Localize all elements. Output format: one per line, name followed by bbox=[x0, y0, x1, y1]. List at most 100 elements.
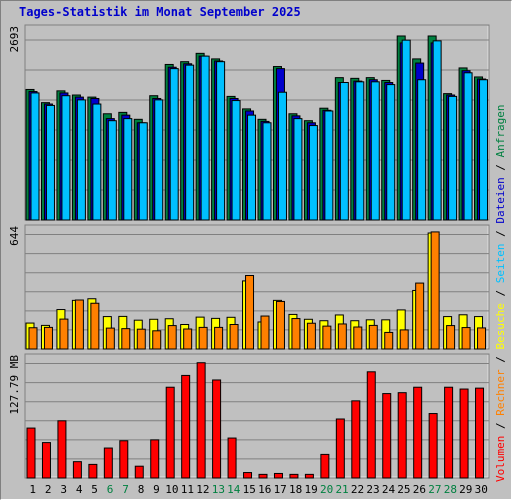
bar-rechner-day-undefined bbox=[291, 318, 301, 350]
x-tick-day-28: 28 bbox=[444, 483, 457, 496]
x-tick-day-9: 9 bbox=[153, 483, 160, 496]
x-tick-day-7: 7 bbox=[122, 483, 129, 496]
y-axis-max-label: 644 bbox=[8, 226, 21, 246]
bar-rechner-day-undefined bbox=[337, 323, 347, 350]
bar-rechner-day-undefined bbox=[399, 329, 409, 350]
x-tick-day-29: 29 bbox=[459, 483, 472, 496]
bar-rechner-day-undefined bbox=[229, 324, 239, 350]
x-tick-day-22: 22 bbox=[351, 483, 364, 496]
bar-seiten-day-10 bbox=[169, 68, 179, 221]
bar-seiten-day-30 bbox=[479, 79, 489, 221]
bar-rechner-day-undefined bbox=[28, 327, 38, 350]
bar-rechner-day-undefined bbox=[167, 325, 177, 350]
bar-seiten-day-14 bbox=[231, 100, 241, 221]
panel-hits bbox=[24, 24, 490, 221]
bar-seiten-day-7 bbox=[123, 118, 133, 221]
bar-volumen-day-undefined bbox=[57, 420, 67, 479]
bar-seiten-day-26 bbox=[417, 79, 427, 221]
bar-seiten-day-6 bbox=[107, 120, 117, 221]
x-tick-day-5: 5 bbox=[91, 483, 98, 496]
bar-seiten-day-4 bbox=[76, 99, 86, 221]
bar-rechner-day-undefined bbox=[105, 327, 115, 350]
bar-seiten-day-9 bbox=[154, 99, 164, 221]
bar-rechner-day-undefined bbox=[461, 327, 471, 350]
bar-volumen-day-undefined bbox=[351, 400, 361, 479]
bar-volumen-day-undefined bbox=[41, 442, 51, 479]
bar-rechner-day-undefined bbox=[121, 328, 131, 350]
legend: Volumen / Rechner / Besuche / Seiten / D… bbox=[494, 104, 507, 482]
bar-volumen-day-undefined bbox=[212, 379, 222, 479]
x-tick-day-11: 11 bbox=[181, 483, 194, 496]
bar-rechner-day-undefined bbox=[198, 326, 208, 350]
y-axis-max-label: 127.79 MB bbox=[8, 355, 21, 415]
bar-volumen-day-undefined bbox=[366, 371, 376, 479]
bar-volumen-day-undefined bbox=[227, 437, 237, 479]
bar-volumen-day-undefined bbox=[459, 388, 469, 479]
bar-rechner-day-undefined bbox=[322, 325, 332, 350]
x-tick-day-17: 17 bbox=[274, 483, 287, 496]
x-tick-day-26: 26 bbox=[413, 483, 426, 496]
bar-seiten-day-8 bbox=[138, 122, 148, 221]
bar-seiten-day-3 bbox=[61, 95, 71, 221]
x-tick-day-18: 18 bbox=[289, 483, 302, 496]
bar-volumen-day-undefined bbox=[134, 465, 144, 479]
bar-volumen-day-undefined bbox=[258, 473, 268, 479]
bar-seiten-day-22 bbox=[355, 81, 365, 221]
bar-seiten-day-17 bbox=[277, 91, 287, 221]
x-tick-day-30: 30 bbox=[475, 483, 488, 496]
bar-seiten-day-20 bbox=[324, 110, 334, 221]
bar-rechner-day-undefined bbox=[477, 327, 487, 350]
bar-rechner-day-undefined bbox=[136, 328, 146, 350]
x-tick-day-13: 13 bbox=[212, 483, 225, 496]
legend-rechner: Rechner bbox=[494, 369, 507, 416]
bar-seiten-day-16 bbox=[262, 122, 272, 221]
bar-volumen-day-undefined bbox=[428, 413, 438, 479]
panel-volume bbox=[24, 353, 490, 479]
legend-separator: / bbox=[494, 283, 507, 303]
bar-rechner-day-undefined bbox=[214, 326, 224, 350]
bar-rechner-day-undefined bbox=[430, 231, 440, 350]
bar-volumen-day-undefined bbox=[150, 439, 160, 479]
bar-seiten-day-21 bbox=[339, 82, 349, 221]
bar-rechner-day-undefined bbox=[446, 325, 456, 350]
chart-title: Tages-Statistik im Monat September 2025 bbox=[19, 5, 301, 19]
bar-seiten-day-19 bbox=[308, 125, 318, 221]
legend-dateien: Dateien bbox=[494, 177, 507, 223]
bar-volumen-day-undefined bbox=[397, 392, 407, 479]
x-tick-day-8: 8 bbox=[138, 483, 145, 496]
bar-volumen-day-undefined bbox=[413, 386, 423, 479]
x-tick-day-25: 25 bbox=[397, 483, 410, 496]
bar-volumen-day-undefined bbox=[72, 461, 82, 479]
bar-seiten-day-1 bbox=[30, 92, 40, 221]
bar-rechner-day-undefined bbox=[59, 318, 69, 350]
bar-rechner-day-undefined bbox=[275, 300, 285, 350]
x-tick-day-16: 16 bbox=[258, 483, 271, 496]
x-tick-day-19: 19 bbox=[305, 483, 318, 496]
bar-seiten-day-25 bbox=[401, 39, 411, 221]
x-tick-day-21: 21 bbox=[335, 483, 348, 496]
legend-besuche: Besuche bbox=[494, 303, 507, 349]
legend-separator: / bbox=[494, 224, 507, 244]
bar-rechner-day-undefined bbox=[306, 322, 316, 350]
bar-volumen-day-undefined bbox=[88, 463, 98, 479]
bar-seiten-day-27 bbox=[432, 40, 442, 221]
x-tick-day-24: 24 bbox=[382, 483, 396, 496]
legend-seiten: Seiten bbox=[494, 244, 507, 284]
x-tick-day-14: 14 bbox=[227, 483, 241, 496]
x-tick-day-15: 15 bbox=[243, 483, 256, 496]
bar-seiten-day-2 bbox=[45, 104, 55, 221]
x-tick-day-6: 6 bbox=[107, 483, 114, 496]
x-tick-day-3: 3 bbox=[60, 483, 67, 496]
x-tick-day-10: 10 bbox=[165, 483, 178, 496]
x-tick-day-1: 1 bbox=[29, 483, 36, 496]
legend-separator: / bbox=[494, 416, 507, 436]
bar-volumen-day-undefined bbox=[119, 440, 129, 479]
bar-volumen-day-undefined bbox=[304, 473, 314, 479]
bar-volumen-day-undefined bbox=[181, 374, 191, 479]
bar-seiten-day-12 bbox=[200, 55, 210, 221]
legend-separator: / bbox=[494, 350, 507, 370]
bar-volumen-day-undefined bbox=[26, 427, 36, 479]
bar-rechner-day-undefined bbox=[43, 326, 53, 350]
bar-seiten-day-11 bbox=[185, 64, 195, 221]
